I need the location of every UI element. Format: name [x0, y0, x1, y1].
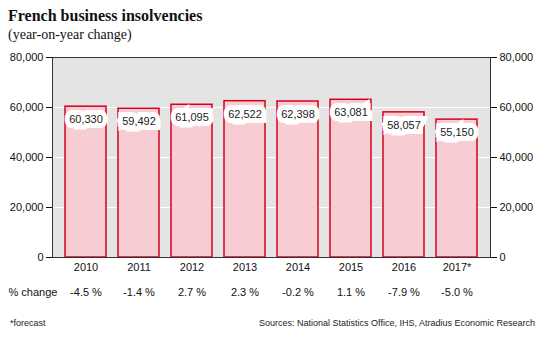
svg-text:20,000: 20,000 — [10, 201, 44, 213]
svg-text:59,492: 59,492 — [122, 115, 156, 127]
svg-text:63,081: 63,081 — [334, 106, 368, 118]
svg-text:0: 0 — [500, 251, 506, 263]
svg-text:2015: 2015 — [339, 261, 363, 273]
html-text:Sources: National Statistics O: Sources: National Statistics Office, IHS… — [259, 318, 535, 328]
svg-text:62,522: 62,522 — [228, 108, 262, 120]
svg-text:60,000: 60,000 — [500, 101, 534, 113]
svg-text:1.1 %: 1.1 % — [337, 286, 365, 298]
svg-text:2016: 2016 — [392, 261, 416, 273]
svg-text:55,150: 55,150 — [440, 126, 474, 138]
svg-text:40,000: 40,000 — [10, 151, 44, 163]
html-text:(year-on-year change): (year-on-year change) — [8, 27, 132, 42]
svg-text:0: 0 — [37, 251, 43, 263]
svg-text:2017*: 2017* — [443, 261, 472, 273]
svg-text:61,095: 61,095 — [175, 111, 209, 123]
svg-text:% change: % change — [9, 286, 58, 298]
svg-text:-1.4 %: -1.4 % — [123, 286, 155, 298]
svg-text:60,000: 60,000 — [10, 101, 44, 113]
svg-text:2011: 2011 — [127, 261, 151, 273]
svg-text:-0.2 %: -0.2 % — [282, 286, 314, 298]
svg-text:-4.5 %: -4.5 % — [70, 286, 102, 298]
svg-text:40,000: 40,000 — [500, 151, 534, 163]
svg-text:2.3 %: 2.3 % — [231, 286, 259, 298]
svg-text:-5.0 %: -5.0 % — [441, 286, 473, 298]
svg-text:20,000: 20,000 — [500, 201, 534, 213]
svg-text:2012: 2012 — [180, 261, 204, 273]
svg-text:-7.9 %: -7.9 % — [388, 286, 420, 298]
svg-text:58,057: 58,057 — [387, 119, 421, 131]
svg-text:62,398: 62,398 — [281, 108, 315, 120]
svg-text:80,000: 80,000 — [10, 51, 44, 63]
svg-text:80,000: 80,000 — [500, 51, 534, 63]
svg-text:2010: 2010 — [74, 261, 98, 273]
svg-text:2.7 %: 2.7 % — [178, 286, 206, 298]
html-text:*forecast: *forecast — [10, 318, 46, 328]
html-text:French business insolvencies: French business insolvencies — [8, 7, 203, 24]
svg-text:60,330: 60,330 — [69, 113, 103, 125]
svg-text:2013: 2013 — [233, 261, 257, 273]
svg-text:2014: 2014 — [286, 261, 310, 273]
